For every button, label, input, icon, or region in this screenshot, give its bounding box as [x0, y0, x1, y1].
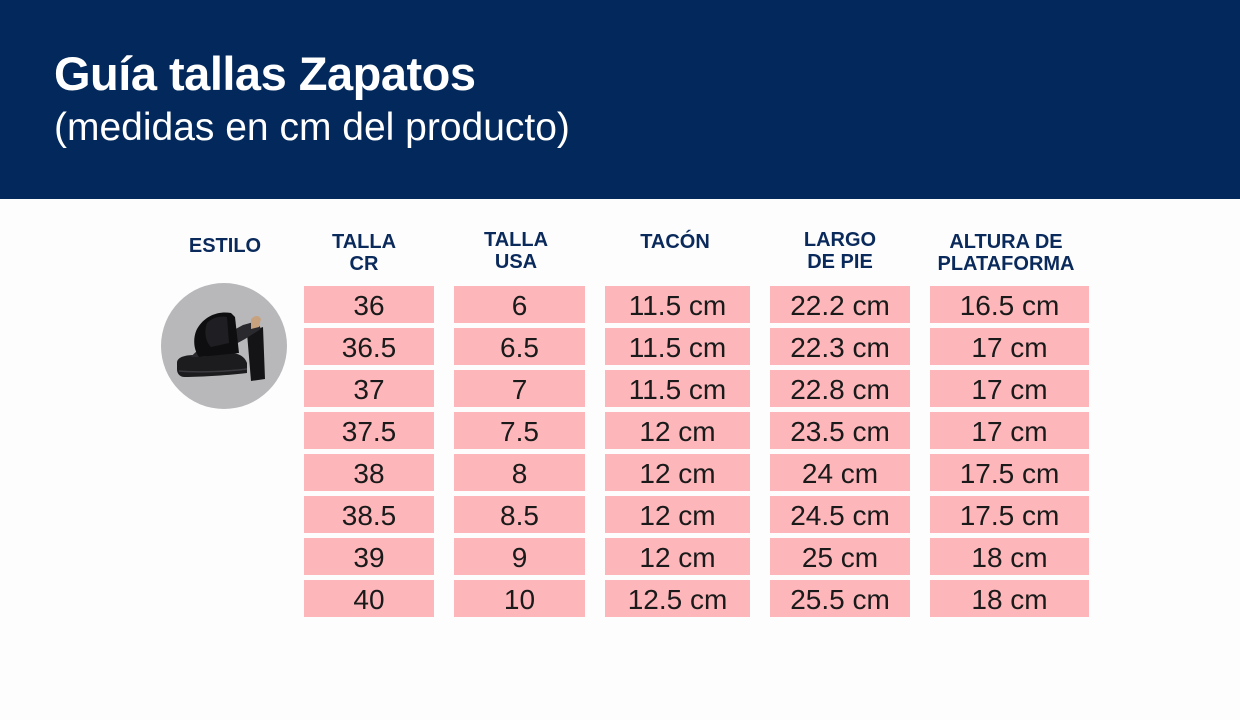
table-cell-altura-plataforma: 17 cm — [930, 370, 1089, 407]
table-cell-talla-cr: 38.5 — [304, 496, 434, 533]
table-cell-largo-pie: 25 cm — [770, 538, 910, 575]
table-cell-altura-plataforma: 18 cm — [930, 580, 1089, 617]
table-cell-talla-usa: 7 — [454, 370, 585, 407]
table-cell-altura-plataforma: 16.5 cm — [930, 286, 1089, 323]
table-cell-talla-cr: 37.5 — [304, 412, 434, 449]
header-banner: Guía tallas Zapatos (medidas en cm del p… — [0, 0, 1240, 199]
table-cell-altura-plataforma: 17.5 cm — [930, 454, 1089, 491]
black-platform-mule-heel-icon — [177, 312, 265, 381]
table-cell-largo-pie: 22.2 cm — [770, 286, 910, 323]
table-cell-tacon: 11.5 cm — [605, 286, 750, 323]
table-cell-altura-plataforma: 17 cm — [930, 328, 1089, 365]
column-header-estilo: ESTILO — [188, 235, 262, 257]
column-tacon: 11.5 cm 11.5 cm 11.5 cm 12 cm 12 cm 12 cm 12 c… — [605, 286, 750, 622]
table-cell-largo-pie: 24 cm — [770, 454, 910, 491]
table-cell-talla-cr: 39 — [304, 538, 434, 575]
table-cell-talla-cr: 36.5 — [304, 328, 434, 365]
table-cell-talla-cr: 36 — [304, 286, 434, 323]
column-header-tacon: TACÓN — [640, 231, 710, 253]
table-cell-tacon: 12.5 cm — [605, 580, 750, 617]
column-largo-de-pie: 22.2 cm 22.3 cm 22.8 cm 23.5 cm 24 cm 24.5 cm… — [770, 286, 910, 622]
table-cell-talla-usa: 9 — [454, 538, 585, 575]
table-cell-tacon: 12 cm — [605, 538, 750, 575]
table-cell-tacon: 11.5 cm — [605, 370, 750, 407]
column-header-talla-usa: TALLA USA — [483, 229, 549, 273]
page-subtitle: (medidas en cm del producto) — [54, 106, 570, 149]
table-cell-largo-pie: 25.5 cm — [770, 580, 910, 617]
table-cell-largo-pie: 22.8 cm — [770, 370, 910, 407]
table-cell-largo-pie: 23.5 cm — [770, 412, 910, 449]
table-cell-tacon: 12 cm — [605, 412, 750, 449]
table-cell-largo-pie: 24.5 cm — [770, 496, 910, 533]
column-talla-usa: 6 6.5 7 7.5 8 8.5 9 10 — [454, 286, 585, 622]
page-title: Guía tallas Zapatos — [54, 47, 476, 100]
table-cell-altura-plataforma: 17 cm — [930, 412, 1089, 449]
table-cell-talla-cr: 38 — [304, 454, 434, 491]
table-cell-talla-usa: 10 — [454, 580, 585, 617]
table-cell-talla-cr: 37 — [304, 370, 434, 407]
table-cell-talla-usa: 6.5 — [454, 328, 585, 365]
table-cell-talla-usa: 7.5 — [454, 412, 585, 449]
table-cell-talla-usa: 6 — [454, 286, 585, 323]
column-talla-cr: 36 36.5 37 37.5 38 38.5 39 40 — [304, 286, 434, 622]
table-cell-altura-plataforma: 17.5 cm — [930, 496, 1089, 533]
column-header-altura-de-plataforma: ALTURA DE PLATAFORMA — [937, 231, 1075, 275]
shoe-style-image — [161, 283, 287, 409]
table-cell-tacon: 12 cm — [605, 496, 750, 533]
table-cell-altura-plataforma: 18 cm — [930, 538, 1089, 575]
column-altura-de-plataforma: 16.5 cm 17 cm 17 cm 17 cm 17.5 cm 17.5 cm 18 c… — [930, 286, 1089, 622]
table-cell-tacon: 11.5 cm — [605, 328, 750, 365]
table-cell-talla-cr: 40 — [304, 580, 434, 617]
table-cell-talla-usa: 8 — [454, 454, 585, 491]
table-cell-largo-pie: 22.3 cm — [770, 328, 910, 365]
table-cell-talla-usa: 8.5 — [454, 496, 585, 533]
column-header-talla-cr: TALLA CR — [331, 231, 397, 275]
table-cell-tacon: 12 cm — [605, 454, 750, 491]
column-header-largo-de-pie: LARGO DE PIE — [803, 229, 877, 273]
